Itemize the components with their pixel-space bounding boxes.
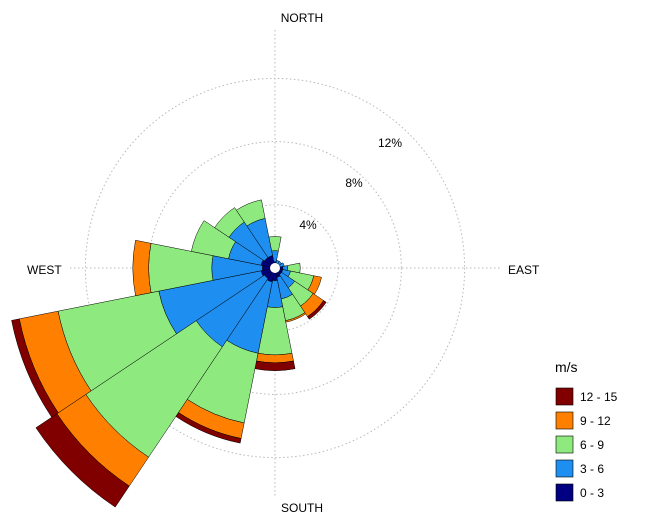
petal-sw-12-15 [35, 413, 130, 508]
radial-tick-label-4: 4% [299, 218, 317, 232]
legend-swatch-6-9 [555, 435, 574, 454]
petal-wsw-12-15 [11, 318, 59, 418]
wind-rose-petals [11, 199, 327, 508]
legend-swatch-0-3 [555, 483, 574, 502]
petal-se-12-15 [307, 300, 327, 320]
radial-tick-label-12: 12% [378, 136, 402, 150]
direction-label-east: EAST [508, 263, 540, 277]
direction-label-north: NORTH [281, 11, 323, 25]
direction-label-south: SOUTH [281, 501, 323, 515]
petal-n-6-9 [268, 236, 282, 252]
legend-swatch-3-6 [555, 459, 574, 478]
legend-title: m/s [555, 359, 578, 375]
petal-w-9-12 [132, 240, 152, 296]
petal-wnw-6-9 [191, 220, 236, 260]
legend-label-6-9: 6 - 9 [580, 438, 604, 452]
legend-swatch-9-12 [555, 411, 574, 430]
legend-swatch-12-15 [555, 387, 574, 406]
rose-center-hub [270, 263, 280, 273]
petal-nnw-6-9 [236, 199, 266, 227]
legend-label-9-12: 9 - 12 [580, 414, 611, 428]
legend: m/s 12 - 15 9 - 12 6 - 9 3 - 6 0 - 3 [555, 359, 618, 502]
radial-tick-labels: 4% 8% 12% [299, 136, 402, 232]
legend-label-12-15: 12 - 15 [580, 390, 618, 404]
direction-label-west: WEST [27, 263, 62, 277]
legend-label-3-6: 3 - 6 [580, 462, 604, 476]
radial-tick-label-8: 8% [345, 176, 363, 190]
legend-label-0-3: 0 - 3 [580, 486, 604, 500]
petal-nw-6-9 [214, 207, 245, 238]
